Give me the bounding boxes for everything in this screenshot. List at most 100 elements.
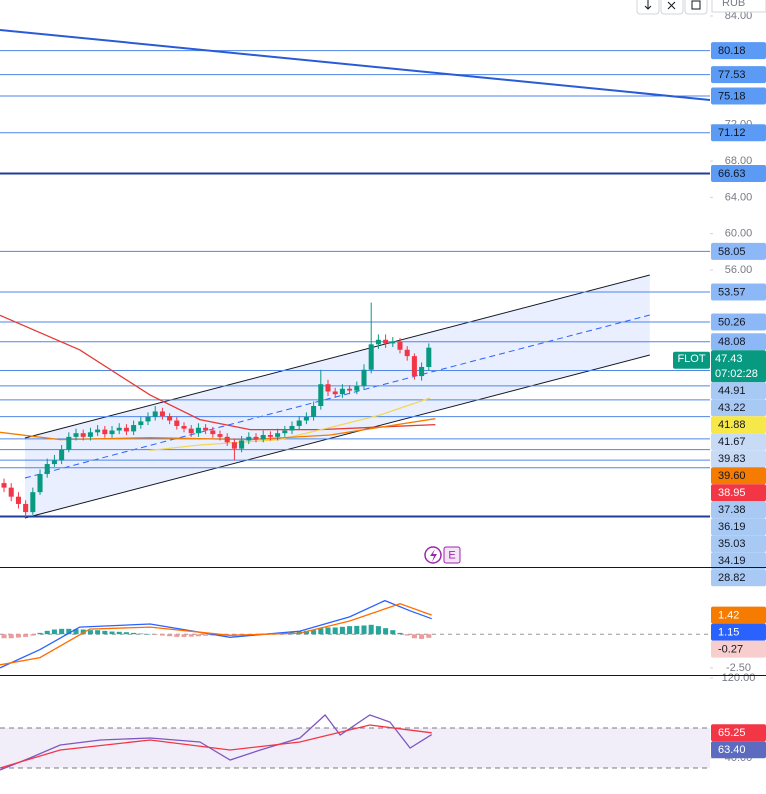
candle-body (239, 440, 245, 449)
trend-line (0, 28, 710, 101)
histogram-bar (15, 634, 21, 638)
currency: RUB (722, 0, 745, 9)
price-label: 28.82 (718, 572, 746, 584)
histogram-bar (195, 634, 201, 637)
candle-body (188, 428, 194, 434)
price-label: -0.27 (718, 644, 743, 656)
price-label: 48.08 (718, 336, 746, 348)
candle-body (102, 429, 108, 435)
histogram-bar (138, 633, 144, 635)
candle-body (181, 425, 187, 429)
channel-median (24, 314, 650, 479)
price-label: 34.19 (718, 555, 746, 567)
candle-body (217, 434, 223, 437)
histogram-bar (44, 630, 50, 635)
histogram-bar (332, 627, 338, 635)
histogram-bar (339, 626, 345, 635)
histogram-bar (167, 634, 173, 637)
earnings-label: E (448, 549, 455, 561)
candle-body (73, 433, 79, 437)
candle-body (253, 436, 259, 440)
currency-box[interactable] (711, 0, 766, 13)
candle-body (419, 366, 425, 377)
candle-body (224, 436, 230, 443)
indicator-line (0, 418, 436, 441)
price-label-box (711, 350, 766, 383)
earnings-icon[interactable] (443, 546, 461, 564)
price-label: 63.40 (718, 744, 746, 756)
candle-body (109, 430, 115, 435)
candle-body (203, 427, 209, 431)
price-label: 50.26 (718, 316, 746, 328)
candle-body (51, 460, 57, 465)
histogram-bar (181, 634, 187, 637)
price-label-box (711, 165, 766, 183)
candle-body (383, 339, 389, 344)
indicator-line (0, 603, 432, 666)
price-label-box (711, 382, 766, 400)
histogram-bar (73, 629, 79, 635)
close-button[interactable] (660, 0, 684, 15)
indicator-line (0, 714, 433, 771)
channel-line (24, 354, 650, 519)
price-label-box (711, 313, 766, 331)
candle-body (426, 347, 432, 367)
indicator-line (150, 397, 431, 452)
candle-body (15, 496, 21, 504)
axis-labels: 84.0072.0068.0064.0060.0056.0080.1877.53… (673, 10, 766, 764)
price-label: 47.43 (715, 353, 743, 365)
candle-body (411, 356, 417, 377)
countdown: 07:02:28 (715, 368, 758, 380)
histogram-bar (375, 626, 381, 635)
candle-body (116, 427, 122, 431)
price-label: 1.42 (718, 610, 739, 622)
y-tick-label: 64.00 (725, 191, 753, 203)
price-label: 75.18 (718, 90, 746, 102)
candle-body (390, 341, 396, 344)
price-label-box (711, 640, 766, 658)
histogram-bar (145, 633, 151, 635)
histogram-bar (318, 628, 324, 635)
candle-body (332, 391, 338, 395)
candle-body (95, 429, 101, 433)
candle-body (59, 449, 65, 461)
toolbar: RUB (636, 0, 766, 15)
price-label-box (711, 450, 766, 468)
candle-body (325, 384, 331, 392)
candle-body (37, 474, 43, 493)
histogram-bar (347, 626, 353, 635)
channel-line (24, 274, 650, 439)
candle-body (210, 430, 216, 435)
histogram-bar (37, 632, 43, 635)
histogram-bar (311, 630, 317, 635)
histogram-bar (1, 634, 7, 639)
candle-body (66, 436, 72, 450)
histogram-bar (368, 624, 374, 635)
candle-body (80, 433, 86, 437)
histogram-bar (123, 632, 129, 635)
y-tick-label: 56.00 (725, 264, 753, 276)
histogram-bar (116, 631, 122, 635)
histogram-bar (51, 629, 57, 635)
candle-body (354, 386, 360, 391)
histogram-bar (159, 634, 165, 636)
event-markers: E (424, 546, 461, 564)
price-label: 41.88 (718, 419, 746, 431)
price-label: 36.19 (718, 521, 746, 533)
y-tick-label: 68.00 (725, 155, 753, 167)
histogram-bar (404, 634, 410, 636)
maximize-button[interactable] (684, 0, 708, 15)
price-label-box (711, 66, 766, 84)
candle-body (246, 436, 252, 441)
histogram-bar (80, 629, 86, 635)
price-label: 58.05 (718, 246, 746, 258)
price-label-box (711, 433, 766, 451)
y-tick-label: 120.00 (722, 672, 756, 684)
close-icon (667, 1, 676, 10)
histogram-bar (87, 630, 93, 635)
price-label: 80.18 (718, 45, 746, 57)
candle-body (138, 421, 144, 426)
histogram-bar (426, 634, 432, 638)
price-label-box (711, 484, 766, 502)
lightning-icon (430, 549, 437, 562)
